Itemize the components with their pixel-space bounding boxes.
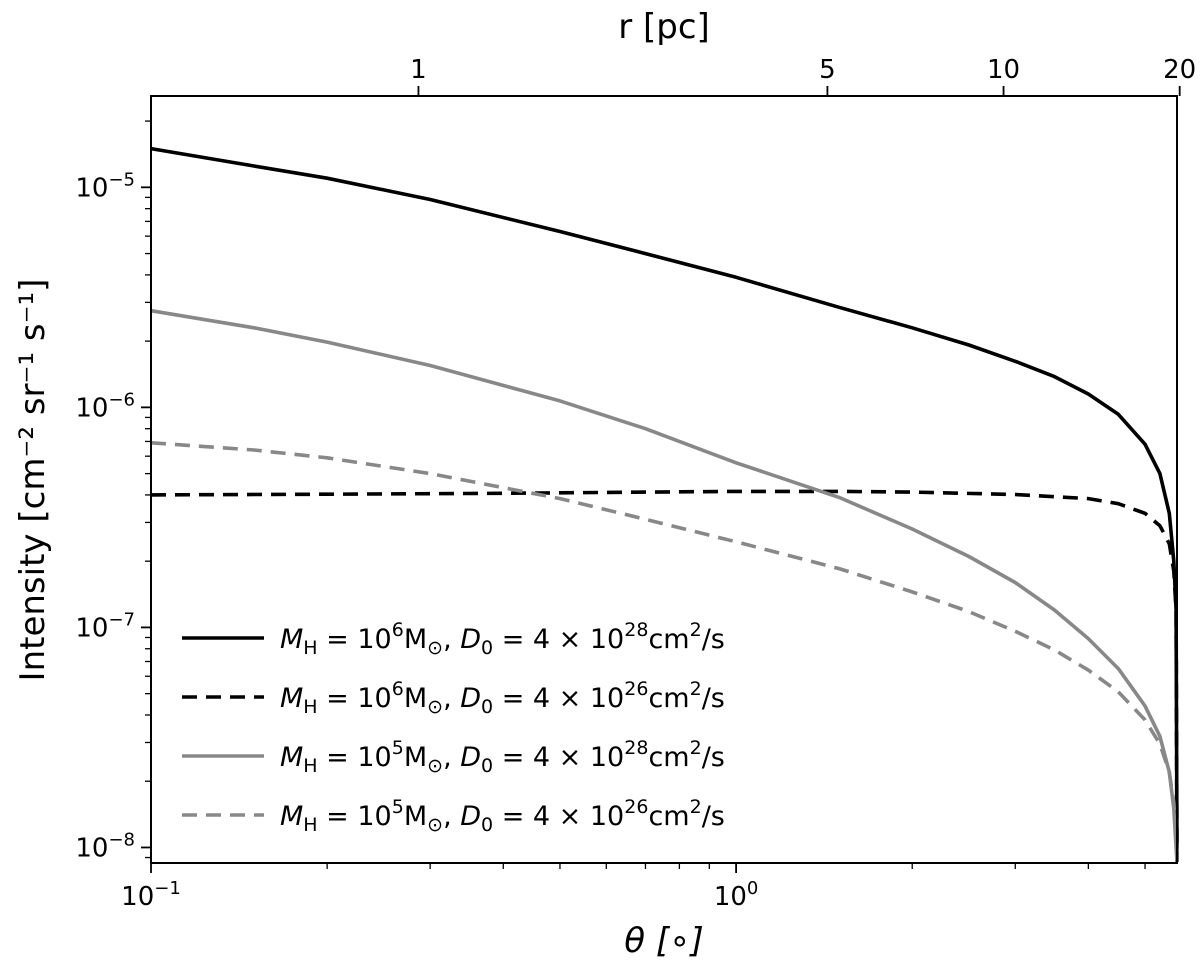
x-axis-label: θ [∘] xyxy=(624,921,703,961)
legend-entry-2: MH = 106M⊙, D0 = 4 × 1026cm2/s xyxy=(280,678,725,718)
legend: MH = 106M⊙, D0 = 4 × 1028cm2/s MH = 106M⊙… xyxy=(182,619,725,836)
series-layer xyxy=(150,146,1179,863)
x-tick-label: 100 xyxy=(714,878,759,912)
top-x-axis-label: r [pc] xyxy=(618,7,710,47)
x-tick-label: 10−1 xyxy=(121,878,181,912)
y-tick-label: 10−6 xyxy=(75,389,135,423)
series-line-2 xyxy=(150,489,1179,862)
top-x-tick-label: 20 xyxy=(1163,55,1196,85)
legend-entry-4: MH = 105M⊙, D0 = 4 × 1026cm2/s xyxy=(280,796,725,836)
y-tick-label: 10−7 xyxy=(75,609,135,643)
axes-layer: 10−1 100 10−5 10−6 10−7 10−8 1 5 10 20 xyxy=(75,55,1196,912)
y-tick-label: 10−5 xyxy=(75,169,135,203)
series-line-3 xyxy=(150,308,1179,863)
top-x-tick-label: 1 xyxy=(410,55,427,85)
top-x-tick-label: 5 xyxy=(819,55,836,85)
plot-frame xyxy=(150,95,1178,864)
y-axis-label: Intensity [cm⁻² sr⁻¹ s⁻¹] xyxy=(13,279,53,682)
top-x-tick-label: 10 xyxy=(987,55,1020,85)
series-line-1 xyxy=(150,146,1179,862)
legend-entry-1: MH = 106M⊙, D0 = 4 × 1028cm2/s xyxy=(280,619,725,659)
legend-entry-3: MH = 105M⊙, D0 = 4 × 1028cm2/s xyxy=(280,737,725,777)
y-tick-label: 10−8 xyxy=(75,829,135,863)
